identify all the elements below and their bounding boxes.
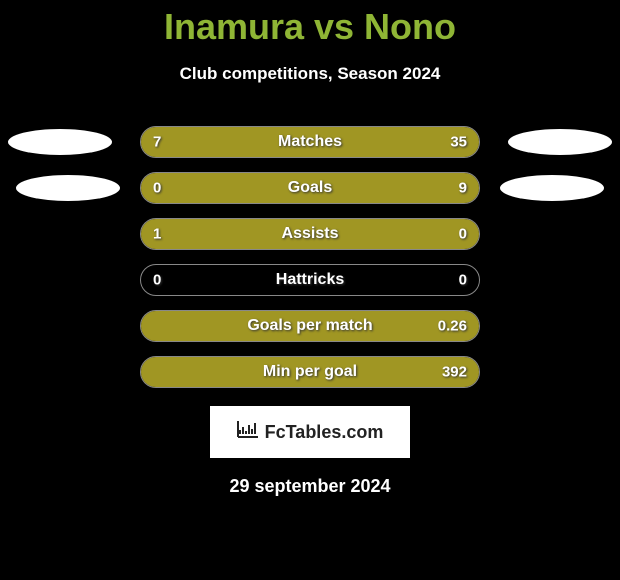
stat-row: 7 35 Matches <box>140 126 480 158</box>
page-subtitle: Club competitions, Season 2024 <box>0 64 620 84</box>
stat-bar-track: 1 0 Assists <box>140 218 480 250</box>
stat-bar-track: 0 9 Goals <box>140 172 480 204</box>
stat-value-left: 0 <box>153 272 161 289</box>
stat-value-left: 0 <box>153 180 161 197</box>
chart-icon <box>237 420 259 444</box>
stat-bar-track: 7 35 Matches <box>140 126 480 158</box>
stat-bar-track: 392 Min per goal <box>140 356 480 388</box>
stat-value-right: 392 <box>442 364 467 381</box>
stat-value-left: 1 <box>153 226 161 243</box>
stat-value-left: 7 <box>153 134 161 151</box>
stat-label: Goals per match <box>247 317 372 335</box>
stat-row: 0.26 Goals per match <box>140 310 480 342</box>
stat-row: 0 0 Hattricks <box>140 264 480 296</box>
stat-row: 0 9 Goals <box>140 172 480 204</box>
stat-row: 392 Min per goal <box>140 356 480 388</box>
stat-label: Assists <box>282 225 339 243</box>
stats-area: 7 35 Matches 0 9 Goals 1 0 Assists 0 0 Hattricks 0.2… <box>0 126 620 388</box>
stat-label: Min per goal <box>263 363 357 381</box>
stat-value-right: 35 <box>450 134 467 151</box>
stat-label: Hattricks <box>276 271 344 289</box>
site-logo-text: FcTables.com <box>265 422 384 443</box>
stat-value-right: 0.26 <box>438 318 467 335</box>
site-logo: FcTables.com <box>210 406 410 458</box>
stat-value-right: 9 <box>459 180 467 197</box>
player-right-avatar-placeholder <box>508 129 612 155</box>
player-left-avatar-placeholder <box>8 129 112 155</box>
stat-bar-track: 0 0 Hattricks <box>140 264 480 296</box>
player-right-club-placeholder <box>500 175 604 201</box>
stat-bar-fill-left <box>141 127 198 157</box>
stat-label: Matches <box>278 133 342 151</box>
stat-value-right: 0 <box>459 226 467 243</box>
stat-bar-track: 0.26 Goals per match <box>140 310 480 342</box>
footer-date: 29 september 2024 <box>0 476 620 497</box>
stat-label: Goals <box>288 179 332 197</box>
stat-value-right: 0 <box>459 272 467 289</box>
page-title: Inamura vs Nono <box>0 0 620 48</box>
player-left-club-placeholder <box>16 175 120 201</box>
stat-row: 1 0 Assists <box>140 218 480 250</box>
